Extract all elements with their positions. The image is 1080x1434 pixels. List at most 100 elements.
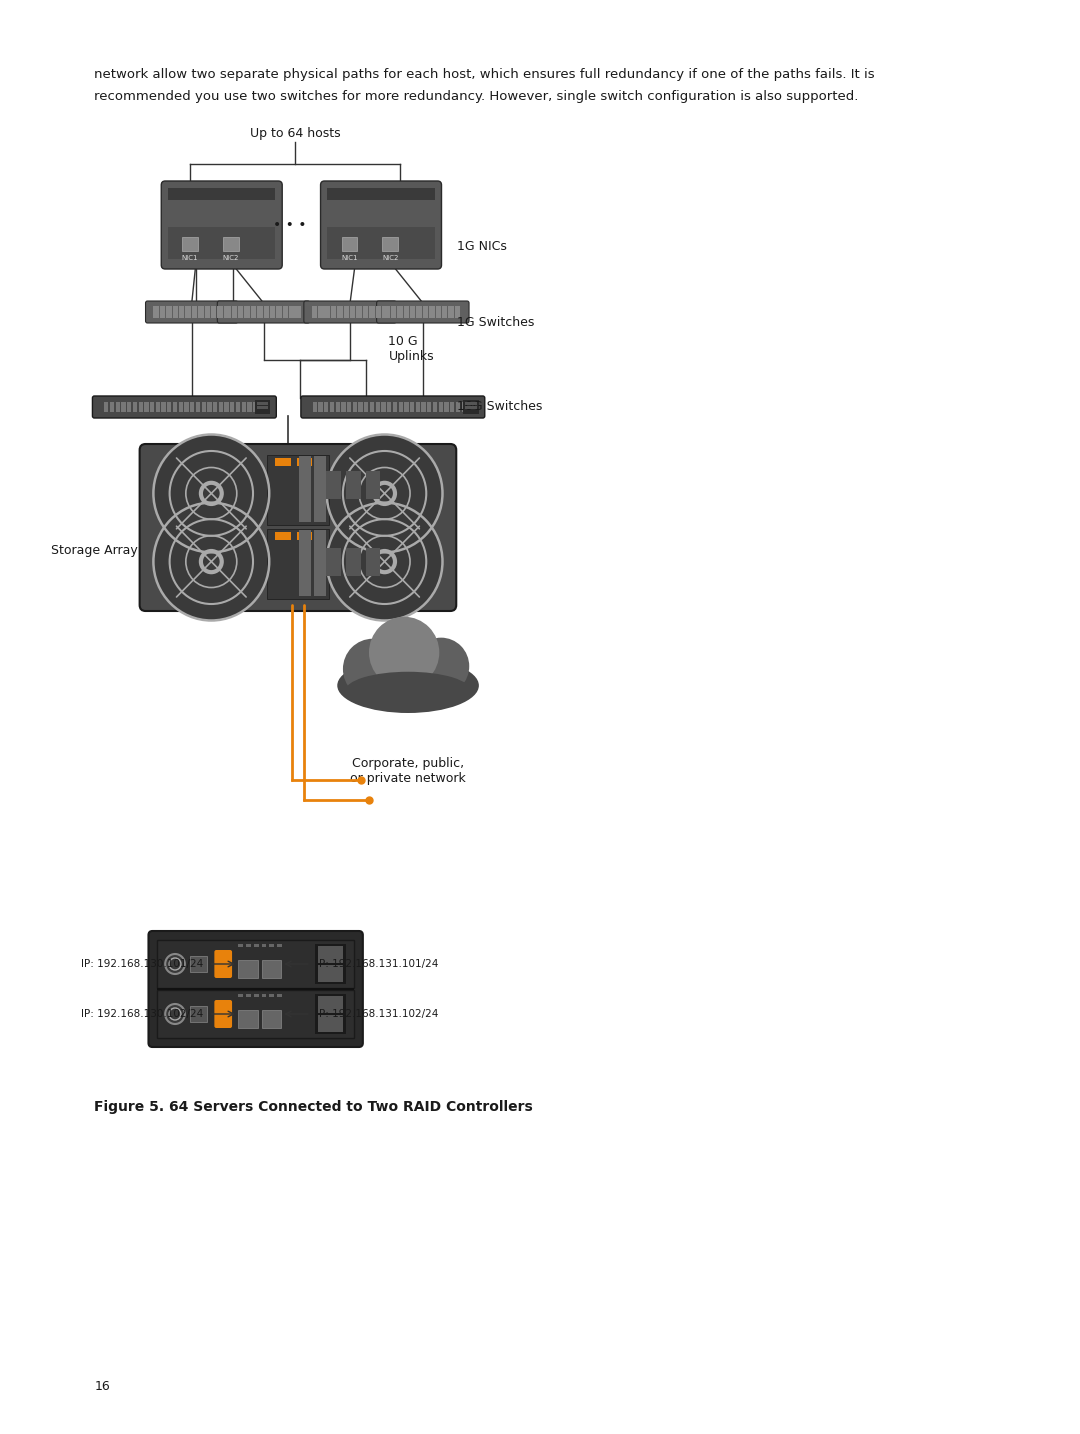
FancyBboxPatch shape bbox=[321, 181, 442, 270]
Bar bbox=[318, 946, 343, 964]
Text: NIC2: NIC2 bbox=[222, 255, 239, 261]
Bar bbox=[391, 305, 396, 318]
Bar bbox=[278, 994, 282, 997]
Bar bbox=[341, 402, 346, 412]
Bar bbox=[231, 305, 237, 318]
Text: Storage Array: Storage Array bbox=[51, 545, 137, 558]
Bar bbox=[225, 402, 229, 412]
Bar bbox=[329, 402, 334, 412]
Bar bbox=[160, 305, 165, 318]
Bar bbox=[257, 406, 269, 409]
Bar bbox=[384, 305, 390, 318]
Bar bbox=[219, 402, 222, 412]
Circle shape bbox=[413, 638, 469, 695]
Bar bbox=[319, 305, 324, 318]
Bar bbox=[261, 944, 267, 946]
Bar bbox=[330, 305, 336, 318]
Bar bbox=[433, 402, 437, 412]
Bar bbox=[326, 548, 341, 575]
Bar bbox=[158, 988, 354, 989]
Bar bbox=[238, 944, 243, 946]
FancyBboxPatch shape bbox=[148, 931, 363, 1047]
Bar bbox=[244, 305, 249, 318]
Bar bbox=[150, 402, 154, 412]
Bar bbox=[275, 532, 291, 541]
Bar bbox=[455, 305, 460, 318]
Bar bbox=[442, 305, 447, 318]
Text: 16: 16 bbox=[94, 1380, 110, 1392]
Bar bbox=[324, 402, 328, 412]
Bar bbox=[138, 402, 143, 412]
Bar bbox=[421, 402, 426, 412]
Bar bbox=[158, 941, 354, 988]
Bar bbox=[463, 400, 478, 414]
Bar bbox=[318, 965, 343, 982]
Bar bbox=[299, 531, 311, 595]
Bar bbox=[178, 402, 183, 412]
Bar bbox=[238, 305, 243, 318]
Text: NIC2: NIC2 bbox=[382, 255, 399, 261]
Bar bbox=[173, 402, 177, 412]
Bar bbox=[192, 305, 198, 318]
Text: • • •: • • • bbox=[273, 218, 307, 232]
Bar bbox=[283, 305, 288, 318]
Bar bbox=[251, 305, 256, 318]
Bar bbox=[269, 944, 274, 946]
Bar bbox=[350, 305, 355, 318]
Bar bbox=[299, 456, 311, 522]
Bar bbox=[185, 402, 189, 412]
Bar bbox=[369, 305, 375, 318]
Bar bbox=[327, 227, 434, 260]
Bar bbox=[246, 994, 251, 997]
Bar bbox=[416, 402, 420, 412]
Text: 10 G
Uplinks: 10 G Uplinks bbox=[389, 336, 434, 363]
Bar bbox=[448, 305, 454, 318]
Bar bbox=[410, 402, 415, 412]
Bar bbox=[211, 305, 216, 318]
Bar bbox=[247, 402, 252, 412]
Bar bbox=[116, 402, 120, 412]
Bar bbox=[166, 305, 172, 318]
Bar bbox=[255, 400, 270, 414]
Bar bbox=[110, 402, 114, 412]
FancyBboxPatch shape bbox=[146, 301, 238, 323]
Bar bbox=[381, 402, 386, 412]
Bar bbox=[429, 305, 434, 318]
Text: Corporate, public,
or private network: Corporate, public, or private network bbox=[350, 757, 465, 784]
Bar bbox=[179, 305, 185, 318]
FancyBboxPatch shape bbox=[217, 301, 310, 323]
Bar bbox=[326, 470, 341, 499]
Bar bbox=[173, 305, 178, 318]
Bar bbox=[393, 402, 397, 412]
Circle shape bbox=[153, 435, 269, 552]
Bar bbox=[133, 402, 137, 412]
Bar bbox=[468, 402, 472, 412]
Bar bbox=[399, 402, 403, 412]
FancyBboxPatch shape bbox=[214, 999, 232, 1028]
Bar bbox=[318, 1015, 343, 1032]
Bar bbox=[267, 529, 328, 598]
Bar bbox=[428, 402, 431, 412]
Bar bbox=[105, 402, 108, 412]
Circle shape bbox=[153, 503, 269, 621]
Bar bbox=[423, 305, 429, 318]
Bar bbox=[190, 956, 207, 972]
Bar bbox=[202, 402, 206, 412]
Bar bbox=[327, 188, 434, 199]
Bar bbox=[465, 402, 477, 404]
Bar bbox=[319, 402, 323, 412]
Bar bbox=[324, 305, 329, 318]
Bar bbox=[162, 402, 165, 412]
Bar bbox=[387, 402, 391, 412]
FancyBboxPatch shape bbox=[161, 181, 282, 270]
Bar bbox=[404, 305, 409, 318]
Bar bbox=[417, 305, 422, 318]
Bar bbox=[242, 402, 246, 412]
Bar bbox=[278, 944, 282, 946]
FancyBboxPatch shape bbox=[139, 445, 456, 611]
Bar bbox=[376, 305, 381, 318]
Text: IP: 192.168.130.101/24: IP: 192.168.130.101/24 bbox=[81, 959, 203, 969]
Bar bbox=[238, 959, 258, 978]
Bar bbox=[314, 944, 346, 984]
Bar bbox=[158, 989, 354, 1038]
